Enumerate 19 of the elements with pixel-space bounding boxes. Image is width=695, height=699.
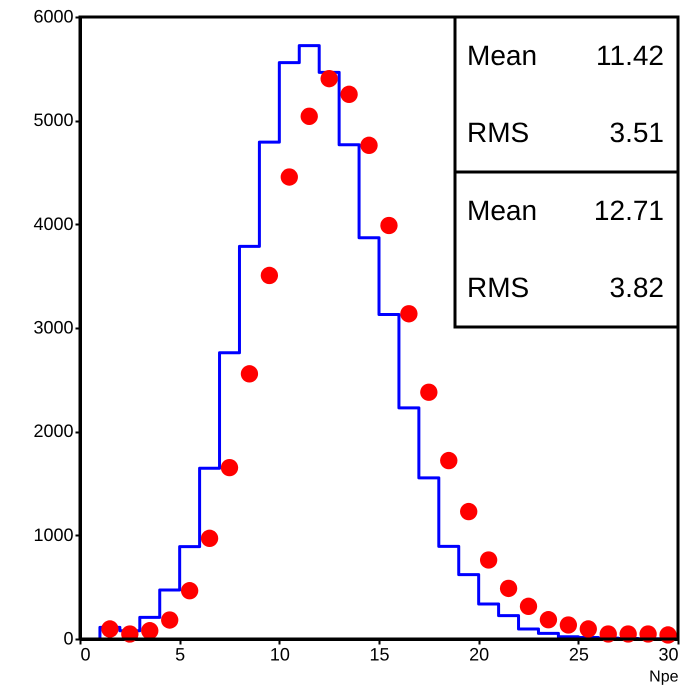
x-tick-label: 30 <box>658 644 678 664</box>
y-tick-label: 4000 <box>33 214 74 234</box>
x-tick-label: 10 <box>270 644 290 664</box>
x-tick-label: 15 <box>369 644 390 664</box>
x-tick-label: 25 <box>568 644 589 664</box>
x-tick-label: 5 <box>175 644 186 664</box>
y-tick-label: 1000 <box>33 524 74 545</box>
y-tick-label: 6000 <box>33 6 74 26</box>
x-tick-label: 20 <box>469 644 490 664</box>
text: Mean 11.42 <box>467 40 664 71</box>
text: Mean 12.71 <box>467 195 664 226</box>
y-tick-label: 2000 <box>33 421 74 442</box>
text: RMS 3.51 <box>467 117 664 148</box>
text: RMS 3.82 <box>467 272 664 303</box>
y-tick-label: 5000 <box>33 110 74 130</box>
x-axis-title: Npe <box>649 668 679 686</box>
y-tick-label: 3000 <box>33 318 74 338</box>
y-tick-label: 0 <box>63 628 74 648</box>
x-tick-label: 0 <box>80 644 91 664</box>
